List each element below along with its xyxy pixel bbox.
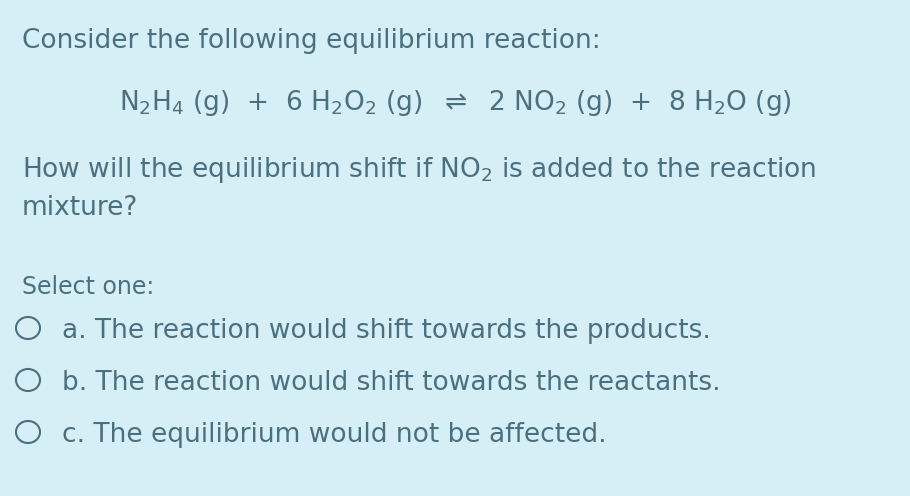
Text: How will the equilibrium shift if NO$_2$ is added to the reaction: How will the equilibrium shift if NO$_2$… — [22, 155, 816, 185]
Text: mixture?: mixture? — [22, 195, 138, 221]
Text: c. The equilibrium would not be affected.: c. The equilibrium would not be affected… — [62, 422, 607, 448]
Text: Consider the following equilibrium reaction:: Consider the following equilibrium react… — [22, 28, 601, 54]
Text: a. The reaction would shift towards the products.: a. The reaction would shift towards the … — [62, 318, 711, 344]
Text: Select one:: Select one: — [22, 275, 155, 299]
Text: b. The reaction would shift towards the reactants.: b. The reaction would shift towards the … — [62, 370, 721, 396]
Text: N$_2$H$_4$ (g)  +  6 H$_2$O$_2$ (g)  $\rightleftharpoons$  2 NO$_2$ (g)  +  8 H$: N$_2$H$_4$ (g) + 6 H$_2$O$_2$ (g) $\righ… — [118, 88, 792, 118]
